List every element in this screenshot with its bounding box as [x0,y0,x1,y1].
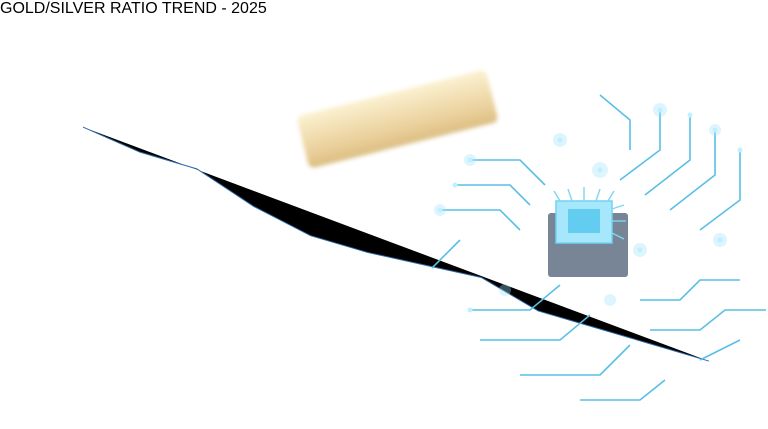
cpu-chip [548,187,628,277]
chart-title: GOLD/SILVER RATIO TREND - 2025 [0,0,267,17]
plot-area [82,126,710,362]
trend-line [82,126,710,362]
